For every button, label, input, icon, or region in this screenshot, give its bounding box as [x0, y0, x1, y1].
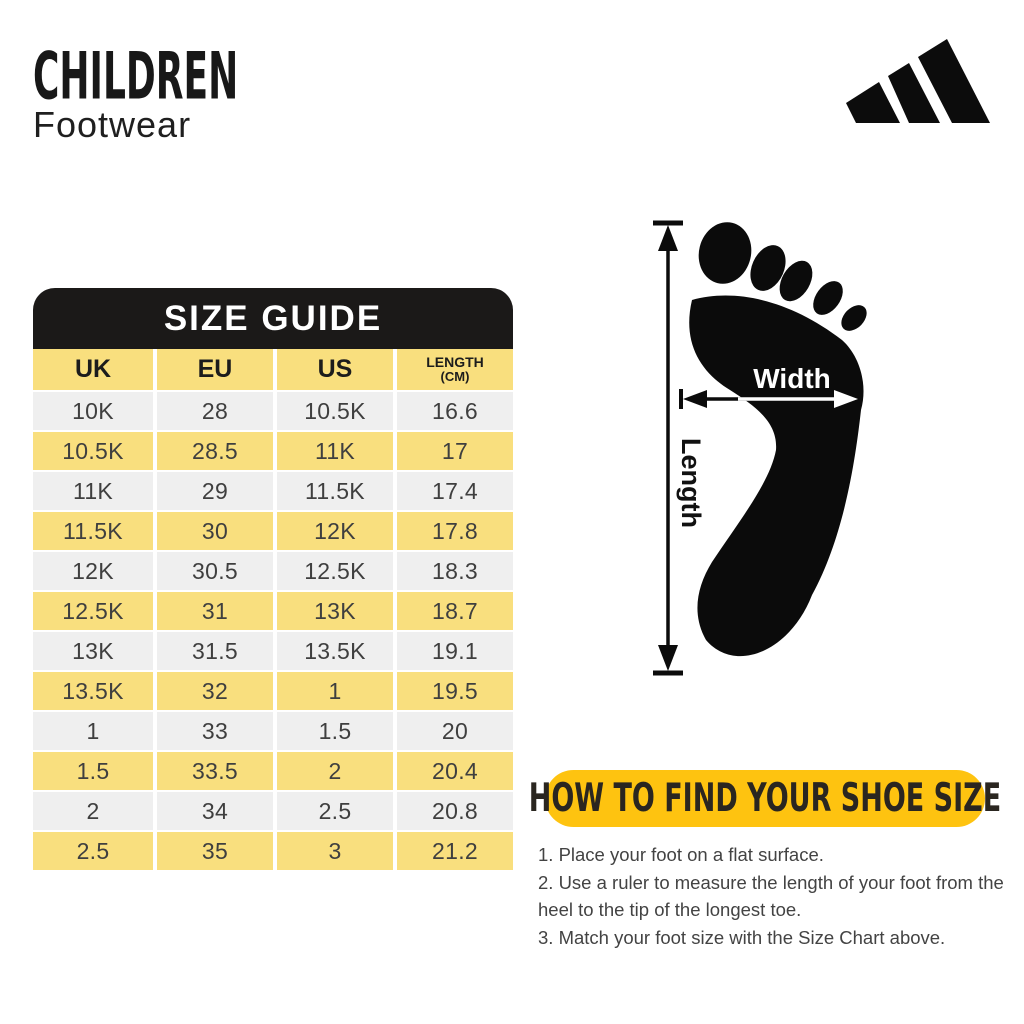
table-row: 11K 29 11.5K 17.4 [33, 470, 513, 510]
table-cell: 17.4 [393, 470, 513, 510]
table-cell: 19.1 [393, 630, 513, 670]
table-row: 13.5K 32 1 19.5 [33, 670, 513, 710]
table-cell: 17.8 [393, 510, 513, 550]
table-cell: 11K [33, 470, 153, 510]
howto-steps: 1. Place your foot on a flat surface. 2.… [538, 841, 1008, 951]
table-cell: 2 [33, 790, 153, 830]
table-cell: 18.3 [393, 550, 513, 590]
table-row: 2.5 35 3 21.2 [33, 830, 513, 870]
width-arrow [679, 389, 858, 409]
table-cell: 12K [33, 550, 153, 590]
length-arrow [653, 220, 683, 676]
table-cell: 1 [273, 670, 393, 710]
table-cell: 13.5K [273, 630, 393, 670]
width-label: Width [753, 363, 831, 394]
size-guide-rows: 10K 28 10.5K 16.6 10.5K 28.5 11K 17 11K 29 11.5K 17… [33, 390, 513, 870]
table-cell: 2 [273, 750, 393, 790]
table-cell: 3 [273, 830, 393, 870]
table-cell: 32 [153, 670, 273, 710]
column-header-uk: UK [33, 349, 153, 390]
table-cell: 10K [33, 390, 153, 430]
table-cell: 1.5 [33, 750, 153, 790]
howto-banner: HOW TO FIND YOUR SHOE SIZE [529, 770, 1001, 827]
howto-step-3: 3. Match your foot size with the Size Ch… [538, 926, 946, 948]
howto-step-2: 2. Use a ruler to measure the length of … [538, 871, 1004, 921]
table-cell: 16.6 [393, 390, 513, 430]
table-cell: 2.5 [33, 830, 153, 870]
column-header-us: US [273, 349, 393, 390]
table-cell: 35 [153, 830, 273, 870]
table-cell: 21.2 [393, 830, 513, 870]
toe-2 [750, 245, 786, 291]
table-row: 2 34 2.5 20.8 [33, 790, 513, 830]
table-cell: 13K [273, 590, 393, 630]
table-cell: 10.5K [273, 390, 393, 430]
table-cell: 28.5 [153, 430, 273, 470]
table-header-row: UK EU US LENGTH (CM) [33, 349, 513, 390]
size-guide-panel: SIZE GUIDE UK EU US LENGTH (CM) 10K 28 10.… [33, 288, 513, 870]
page-title: CHILDREN [33, 38, 239, 115]
table-cell: 18.7 [393, 590, 513, 630]
table-cell: 12K [273, 510, 393, 550]
table-row: 13K 31.5 13.5K 19.1 [33, 630, 513, 670]
table-cell: 31 [153, 590, 273, 630]
table-row: 10K 28 10.5K 16.6 [33, 390, 513, 430]
table-cell: 34 [153, 790, 273, 830]
table-cell: 13.5K [33, 670, 153, 710]
table-cell: 28 [153, 390, 273, 430]
howto-step-1: 1. Place your foot on a flat surface. [538, 844, 824, 865]
table-cell: 10.5K [33, 430, 153, 470]
table-cell: 20.8 [393, 790, 513, 830]
foot-sole-shape [689, 295, 864, 657]
table-row: 1 33 1.5 20 [33, 710, 513, 750]
table-row: 12.5K 31 13K 18.7 [33, 590, 513, 630]
column-header-length: LENGTH (CM) [393, 349, 513, 390]
size-guide-table: UK EU US LENGTH (CM) 10K 28 10.5K 16.6 10.5K… [33, 349, 513, 870]
length-label: Length [676, 438, 706, 528]
table-cell: 20.4 [393, 750, 513, 790]
table-cell: 29 [153, 470, 273, 510]
table-cell: 20 [393, 710, 513, 750]
table-row: 11.5K 30 12K 17.8 [33, 510, 513, 550]
table-cell: 12.5K [273, 550, 393, 590]
table-cell: 1.5 [273, 710, 393, 750]
footprint-icon [689, 222, 867, 657]
table-cell: 13K [33, 630, 153, 670]
table-row: 10.5K 28.5 11K 17 [33, 430, 513, 470]
logo-stripe-medium [888, 63, 940, 123]
table-cell: 2.5 [273, 790, 393, 830]
table-cell: 30 [153, 510, 273, 550]
page-subtitle: Footwear [33, 104, 192, 145]
table-cell: 19.5 [393, 670, 513, 710]
table-row: 1.5 33.5 2 20.4 [33, 750, 513, 790]
table-cell: 11K [273, 430, 393, 470]
foot-measure-diagram: Length Width [653, 220, 867, 676]
table-cell: 11.5K [273, 470, 393, 510]
toe-4 [813, 281, 843, 315]
size-guide-title: SIZE GUIDE [33, 288, 513, 349]
column-header-length-unit: (CM) [440, 369, 470, 385]
howto-banner-title: HOW TO FIND YOUR SHOE SIZE [528, 775, 1002, 822]
table-cell: 17 [393, 430, 513, 470]
table-cell: 33.5 [153, 750, 273, 790]
toe-5 [841, 305, 867, 331]
toe-3 [779, 260, 813, 302]
big-toe [698, 222, 752, 284]
column-header-length-label: LENGTH [426, 354, 484, 371]
logo-stripe-large [918, 39, 990, 123]
table-cell: 31.5 [153, 630, 273, 670]
logo-stripe-small [846, 82, 900, 123]
column-header-eu: EU [153, 349, 273, 390]
table-cell: 12.5K [33, 590, 153, 630]
adidas-logo-icon [846, 39, 990, 123]
table-row: 12K 30.5 12.5K 18.3 [33, 550, 513, 590]
table-cell: 30.5 [153, 550, 273, 590]
table-cell: 33 [153, 710, 273, 750]
table-cell: 1 [33, 710, 153, 750]
table-cell: 11.5K [33, 510, 153, 550]
